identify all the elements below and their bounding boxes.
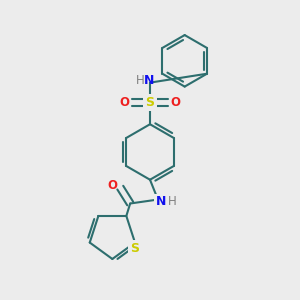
Text: N: N [144,74,154,87]
Text: O: O [171,96,181,109]
Text: O: O [119,96,129,109]
Text: H: H [136,74,145,87]
Text: S: S [146,96,154,109]
Text: O: O [107,179,117,192]
Text: H: H [167,195,176,208]
Text: S: S [130,242,140,255]
Text: N: N [156,195,166,208]
